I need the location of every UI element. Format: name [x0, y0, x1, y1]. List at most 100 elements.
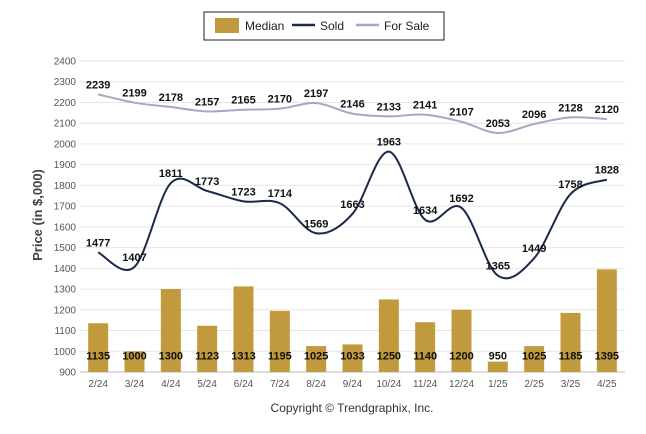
sold-value-label: 1714	[268, 188, 293, 200]
median-bar	[124, 351, 145, 372]
median-value-label: 1250	[377, 351, 401, 363]
legend[interactable]: Median Sold For Sale	[203, 11, 445, 41]
x-tick-label: 2/25	[524, 379, 544, 390]
for-sale-value-label: 2170	[268, 94, 292, 106]
for-sale-value-label: 2157	[195, 96, 219, 108]
median-bar	[342, 344, 363, 372]
sold-value-label: 1828	[595, 165, 619, 177]
for-sale-value-label: 2146	[340, 99, 364, 111]
for-sale-value-label: 2053	[486, 118, 510, 130]
for-sale-value-label: 2141	[413, 100, 437, 112]
sold-value-label: 1758	[558, 179, 582, 191]
y-tick-label: 1500	[54, 243, 77, 254]
y-tick-label: 2100	[54, 119, 77, 130]
for-sale-value-label: 2239	[86, 79, 110, 91]
y-tick-label: 2400	[54, 57, 77, 68]
median-bar	[88, 323, 109, 372]
y-tick-label: 1100	[54, 326, 76, 337]
x-tick-label: 1/25	[488, 379, 508, 390]
x-tick-label: 3/24	[125, 379, 145, 390]
y-tick-label: 1000	[54, 347, 77, 358]
median-bar	[487, 361, 508, 372]
for-sale-value-label: 2120	[595, 104, 619, 116]
sold-value-label: 1692	[449, 193, 473, 205]
y-tick-label: 1400	[54, 264, 77, 275]
sold-value-label: 1477	[86, 237, 110, 249]
y-tick-label: 1900	[54, 160, 77, 171]
x-tick-label: 12/24	[449, 379, 474, 390]
median-value-label: 1025	[522, 351, 546, 363]
y-axis-label: Price (in $,000)	[30, 169, 45, 261]
data-labels: 1135 1000 1300 1123 1313 1195 1025 1033 1250 1140…	[86, 79, 619, 362]
median-value-label: 1140	[413, 351, 437, 363]
for-sale-value-label: 2165	[231, 95, 255, 107]
copyright: Copyright © Trendgraphix, Inc.	[271, 401, 434, 415]
median-bar	[560, 312, 581, 372]
y-tick-label: 2300	[54, 77, 77, 88]
median-bar	[197, 325, 218, 372]
median-value-label: 1300	[159, 351, 183, 363]
legend-forsale-label: For Sale	[384, 19, 430, 33]
sold-value-label: 1963	[377, 137, 401, 149]
x-tick-label: 9/24	[343, 379, 363, 390]
x-tick-label: 10/24	[376, 379, 401, 390]
median-value-label: 1395	[595, 351, 619, 363]
median-bar	[524, 346, 545, 372]
x-tick-label: 7/24	[270, 379, 290, 390]
y-tick-label: 1600	[54, 222, 77, 233]
y-tick-label: 2200	[54, 98, 77, 109]
sold-value-label: 1723	[231, 186, 255, 198]
median-value-label: 1313	[231, 351, 255, 363]
median-bar	[306, 346, 327, 372]
y-tick-label: 1300	[54, 285, 77, 296]
y-tick-label: 1200	[54, 305, 77, 316]
series-lines	[97, 93, 608, 280]
median-value-label: 1135	[86, 351, 110, 363]
sold-value-label: 1449	[522, 243, 546, 255]
legend-box	[203, 11, 445, 41]
x-tick-label: 5/24	[197, 379, 217, 390]
x-tick-label: 4/25	[597, 379, 617, 390]
median-bars	[88, 269, 617, 372]
for-sale-line	[97, 93, 607, 134]
median-value-label: 950	[489, 351, 507, 363]
legend-sold-label: Sold	[320, 19, 344, 33]
x-tick-label: 11/24	[413, 379, 438, 390]
for-sale-value-label: 2197	[304, 88, 328, 100]
x-tick-label: 3/25	[561, 379, 581, 390]
sold-line	[97, 150, 608, 280]
sold-value-label: 1773	[195, 176, 219, 188]
y-tick-label: 2000	[54, 139, 77, 150]
for-sale-value-label: 2199	[122, 88, 146, 100]
for-sale-value-label: 2133	[377, 101, 401, 113]
median-value-label: 1123	[195, 351, 219, 363]
median-bar	[415, 322, 436, 372]
sold-value-label: 1365	[486, 261, 510, 273]
median-bar	[378, 299, 399, 372]
y-axis-ticks: 900 1000 1100 1200 1300 1400 1500 1600 1700 1800 1…	[54, 57, 77, 379]
median-value-label: 1185	[559, 351, 583, 363]
median-value-label: 1195	[268, 351, 292, 363]
x-tick-label: 2/24	[88, 379, 108, 390]
sold-value-label: 1811	[159, 168, 183, 180]
median-bar	[233, 286, 254, 372]
median-bar	[160, 289, 181, 372]
sold-value-label: 1407	[122, 252, 146, 264]
x-axis-ticks: 2/24 3/24 4/24 5/24 6/24 7/24 8/24 9/24 10/24 11/…	[88, 379, 617, 390]
x-tick-label: 8/24	[306, 379, 326, 390]
median-value-label: 1000	[122, 351, 146, 363]
for-sale-value-label: 2096	[522, 109, 546, 121]
x-tick-label: 4/24	[161, 379, 181, 390]
legend-median-label: Median	[245, 19, 284, 33]
y-tick-label: 900	[59, 368, 76, 379]
median-value-label: 1200	[449, 351, 473, 363]
median-bar	[269, 310, 290, 372]
median-bar	[451, 309, 472, 372]
median-bar	[596, 269, 617, 372]
y-tick-label: 1800	[54, 181, 77, 192]
for-sale-value-label: 2128	[558, 102, 582, 114]
for-sale-value-label: 2107	[449, 107, 473, 119]
sold-value-label: 1634	[413, 205, 438, 217]
x-tick-label: 6/24	[234, 379, 254, 390]
